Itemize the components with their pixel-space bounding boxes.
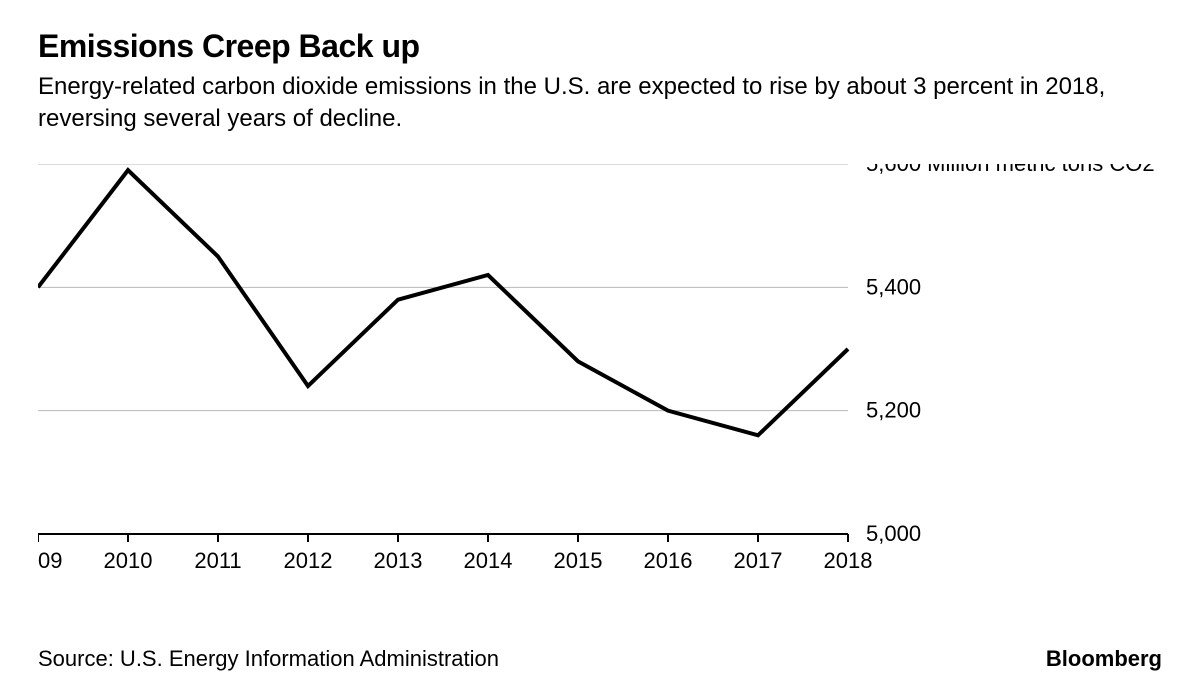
- svg-text:2011: 2011: [194, 548, 241, 573]
- svg-text:5,600 Million metric tons CO2: 5,600 Million metric tons CO2: [866, 164, 1155, 176]
- svg-text:2013: 2013: [374, 548, 423, 573]
- source-text: Source: U.S. Energy Information Administ…: [38, 646, 499, 672]
- svg-text:2016: 2016: [644, 548, 693, 573]
- svg-text:2015: 2015: [554, 548, 603, 573]
- svg-text:5,200: 5,200: [866, 397, 921, 422]
- svg-text:5,400: 5,400: [866, 274, 921, 299]
- svg-text:2009: 2009: [38, 548, 62, 573]
- brand-logo: Bloomberg: [1046, 646, 1162, 672]
- svg-text:2017: 2017: [734, 548, 783, 573]
- chart-title: Emissions Creep Back up: [38, 28, 1162, 65]
- svg-text:5,000: 5,000: [866, 521, 921, 546]
- line-chart-svg: 2009 2010 2011 2012 2013 2014 2015 2016 2017 2018…: [38, 164, 1162, 584]
- svg-text:2014: 2014: [464, 548, 513, 573]
- chart-subtitle: Energy-related carbon dioxide emissions …: [38, 71, 1162, 136]
- svg-text:2012: 2012: [284, 548, 333, 573]
- chart-area: 2009 2010 2011 2012 2013 2014 2015 2016 2017 2018…: [38, 164, 1162, 584]
- svg-text:2018: 2018: [824, 548, 873, 573]
- svg-text:2010: 2010: [104, 548, 153, 573]
